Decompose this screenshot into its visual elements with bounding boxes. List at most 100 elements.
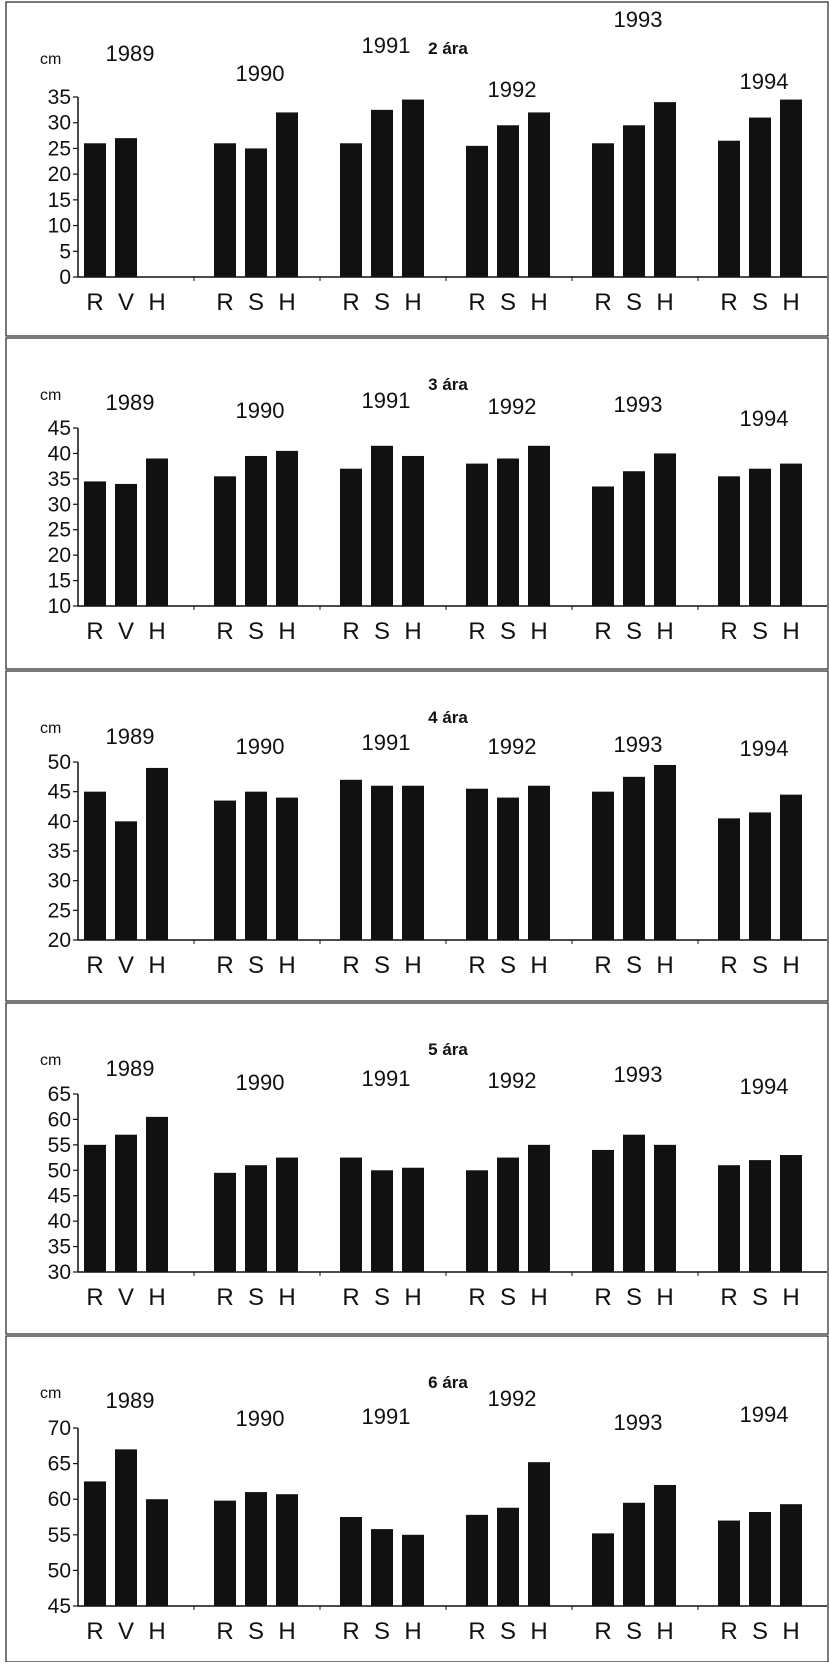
- x-category-label: H: [530, 618, 547, 645]
- bar-1989-R: [84, 1481, 106, 1606]
- bar-1993-S: [623, 471, 645, 606]
- bar-1992-S: [497, 125, 519, 278]
- x-category-label: S: [752, 952, 768, 979]
- x-category-label: V: [118, 618, 134, 645]
- bar-1993-H: [654, 1144, 676, 1272]
- y-tick-label: 45: [48, 417, 71, 440]
- bar-1994-H: [780, 794, 802, 940]
- x-category-label: H: [278, 289, 295, 316]
- chart-title: 5 ára: [428, 1040, 468, 1059]
- chart-title: 6 ára: [428, 1373, 468, 1392]
- x-category-label: R: [468, 618, 485, 645]
- y-unit-label: cm: [40, 720, 61, 737]
- bar-1993-H: [654, 764, 676, 940]
- y-tick-label: 65: [48, 1083, 71, 1106]
- x-category-label: R: [720, 1618, 737, 1645]
- y-tick-label: 70: [48, 1417, 71, 1440]
- y-unit-label: cm: [40, 1385, 61, 1402]
- x-category-label: H: [148, 1618, 165, 1645]
- bar-1992-H: [528, 112, 550, 277]
- bar-1993-R: [592, 486, 614, 606]
- bar-1989-V: [115, 821, 137, 940]
- x-category-label: S: [752, 1284, 768, 1311]
- bar-1989-R: [84, 791, 106, 940]
- y-tick-label: 10: [48, 215, 71, 238]
- bar-1990-H: [276, 797, 298, 940]
- x-category-label: S: [626, 289, 642, 316]
- bar-1993-S: [623, 125, 645, 278]
- bar-1992-S: [497, 458, 519, 606]
- panel-frame: [5, 1, 829, 337]
- year-label: 1992: [488, 1386, 537, 1411]
- bar-1990-R: [214, 800, 236, 940]
- bar-1990-H: [276, 112, 298, 277]
- year-label: 1994: [740, 1402, 789, 1427]
- year-label: 1989: [106, 1388, 155, 1413]
- year-label: 1993: [614, 732, 663, 757]
- y-tick-label: 20: [48, 163, 71, 186]
- year-label: 1992: [488, 394, 537, 419]
- bar-1993-R: [592, 1533, 614, 1606]
- x-category-label: H: [404, 1618, 421, 1645]
- x-category-label: S: [248, 1284, 264, 1311]
- bar-1990-H: [276, 1157, 298, 1272]
- x-category-label: H: [782, 1618, 799, 1645]
- y-tick-label: 50: [48, 751, 71, 774]
- bar-1991-H: [402, 1534, 424, 1606]
- x-category-label: H: [404, 618, 421, 645]
- y-tick-label: 60: [48, 1488, 71, 1511]
- y-tick-label: 30: [48, 112, 71, 135]
- x-category-label: R: [720, 1284, 737, 1311]
- x-category-label: H: [782, 952, 799, 979]
- bar-1994-R: [718, 476, 740, 606]
- y-tick-label: 0: [59, 266, 71, 289]
- x-category-label: H: [656, 952, 673, 979]
- y-tick-label: 50: [48, 1159, 71, 1182]
- bar-1993-H: [654, 1484, 676, 1606]
- x-category-label: H: [404, 952, 421, 979]
- y-unit-label: cm: [40, 387, 61, 404]
- x-category-label: R: [216, 1618, 233, 1645]
- bar-1990-H: [276, 1494, 298, 1606]
- bar-1989-H: [146, 1499, 168, 1606]
- bar-1994-S: [749, 1160, 771, 1272]
- year-label: 1994: [740, 736, 789, 761]
- bar-1992-S: [497, 1157, 519, 1272]
- y-tick-label: 15: [48, 189, 71, 212]
- x-category-label: S: [626, 1284, 642, 1311]
- bar-1993-S: [623, 1134, 645, 1272]
- y-tick-label: 35: [48, 86, 71, 109]
- x-category-label: R: [720, 952, 737, 979]
- y-unit-label: cm: [40, 1052, 61, 1069]
- year-label: 1990: [236, 734, 285, 759]
- bar-1992-S: [497, 797, 519, 940]
- bar-1994-H: [780, 1504, 802, 1606]
- panel-frame: [5, 670, 829, 1002]
- x-category-label: S: [500, 952, 516, 979]
- x-category-label: H: [148, 952, 165, 979]
- x-category-label: S: [500, 1284, 516, 1311]
- y-tick-label: 45: [48, 1595, 71, 1618]
- bar-1992-H: [528, 1144, 550, 1272]
- x-category-label: R: [468, 289, 485, 316]
- bar-1992-H: [528, 445, 550, 606]
- x-category-label: R: [594, 618, 611, 645]
- bar-1990-S: [245, 1492, 267, 1606]
- year-label: 1994: [740, 406, 789, 431]
- y-tick-label: 20: [48, 544, 71, 567]
- year-label: 1990: [236, 1070, 285, 1095]
- x-category-label: R: [342, 952, 359, 979]
- x-category-label: S: [626, 952, 642, 979]
- bar-1993-H: [654, 102, 676, 278]
- x-category-label: H: [278, 1284, 295, 1311]
- year-label: 1991: [362, 388, 411, 413]
- y-tick-label: 40: [48, 1210, 71, 1233]
- y-tick-label: 55: [48, 1134, 71, 1157]
- x-category-label: S: [374, 952, 390, 979]
- x-category-label: V: [118, 1284, 134, 1311]
- y-tick-label: 45: [48, 781, 71, 804]
- x-category-label: H: [656, 289, 673, 316]
- year-label: 1992: [488, 77, 537, 102]
